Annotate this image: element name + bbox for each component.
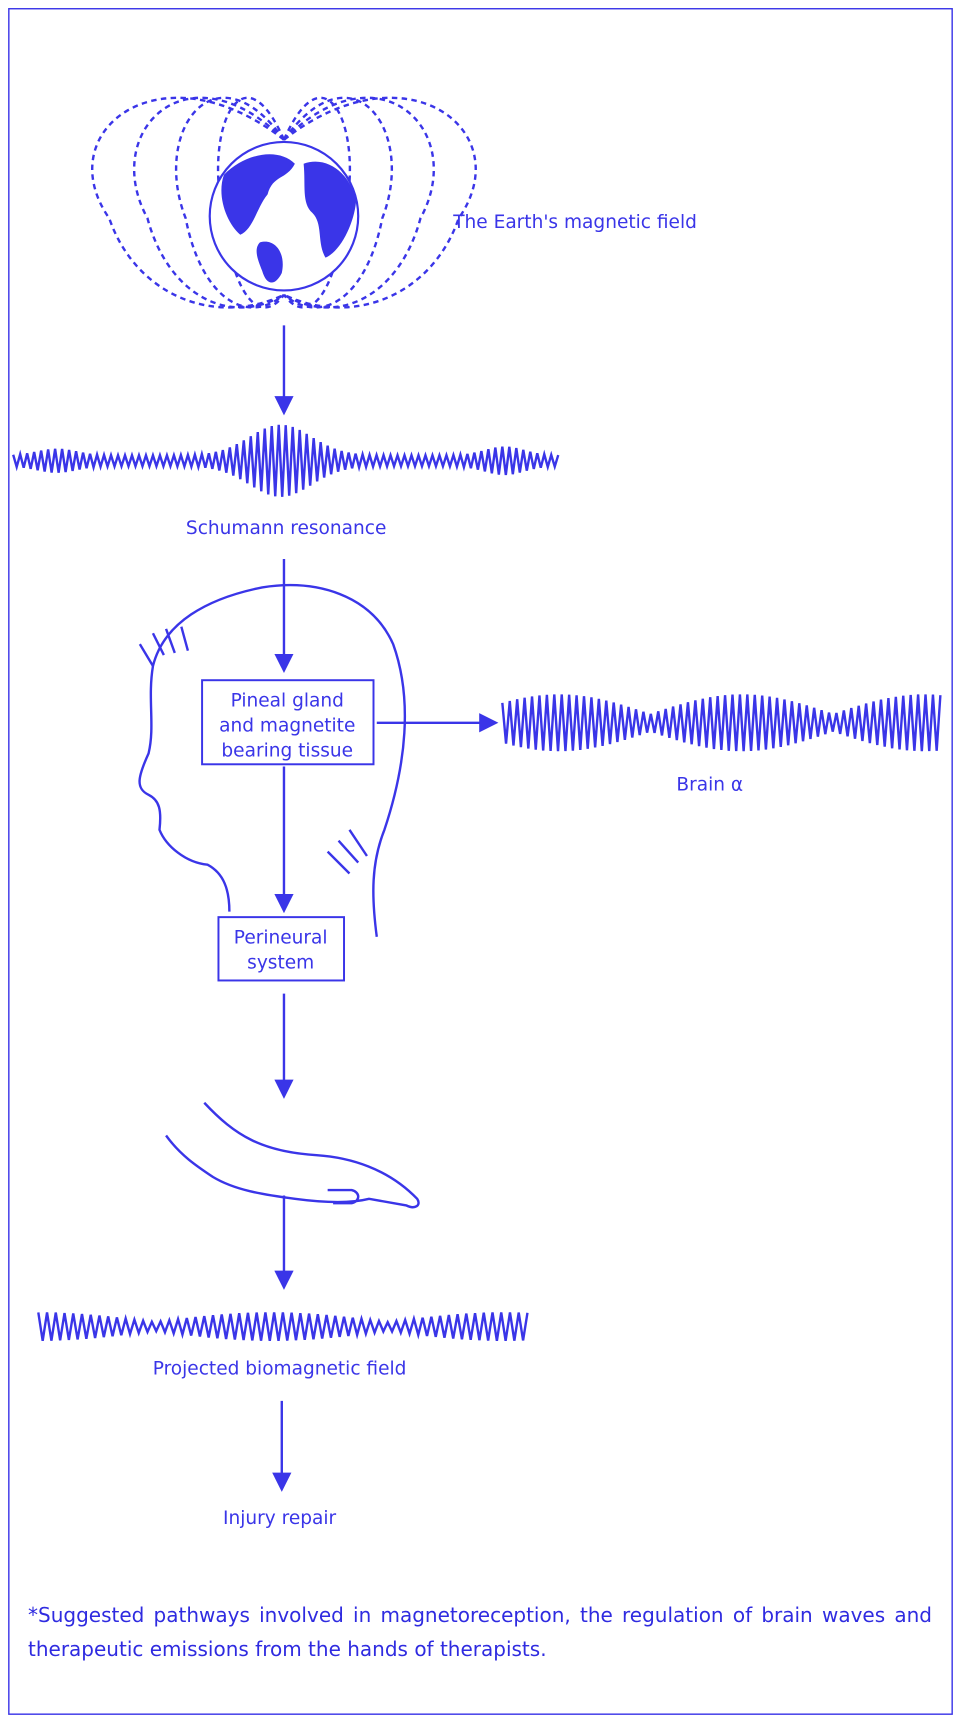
field-line [283, 96, 435, 309]
biomagnetic-wave [37, 1312, 529, 1341]
biomagnetic-label: Projected biomagnetic field [153, 1359, 407, 1380]
perineural-label: system [247, 952, 314, 973]
frame [8, 8, 953, 1715]
globe [208, 140, 360, 292]
pineal-label: and magnetite [219, 716, 355, 737]
earth-field-label: The Earth's magnetic field [452, 212, 697, 233]
hand [165, 1101, 420, 1209]
schumann-label: Schumann resonance [186, 518, 386, 539]
schumann-wave [12, 424, 560, 497]
pineal-label: Pineal gland [231, 690, 344, 711]
pineal-box [201, 679, 375, 766]
thumb [327, 1188, 360, 1205]
brain-wave [501, 694, 942, 752]
caption: *Suggested pathways involved in magnetor… [28, 1603, 932, 1661]
perineural-label: Perineural [234, 927, 328, 948]
brain-alpha-label: Brain α [676, 774, 743, 795]
field-line [133, 96, 285, 309]
pineal-label: bearing tissue [221, 741, 353, 762]
perineural-box [217, 916, 346, 982]
injury-repair-label: Injury repair [223, 1508, 337, 1529]
hair [138, 626, 368, 875]
